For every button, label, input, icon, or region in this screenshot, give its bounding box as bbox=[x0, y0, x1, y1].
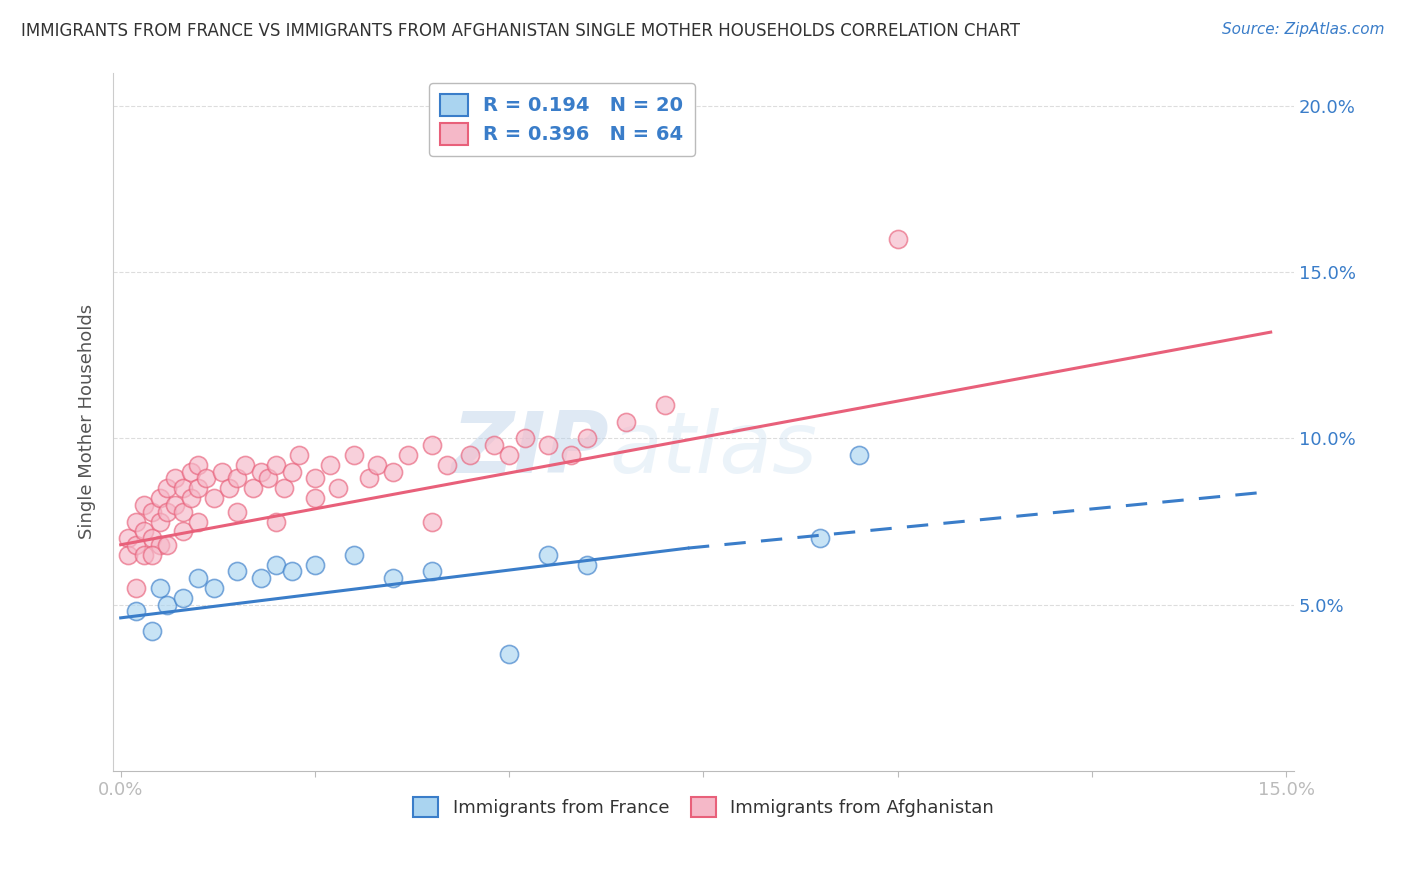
Point bbox=[211, 465, 233, 479]
Point bbox=[304, 471, 326, 485]
Legend: Immigrants from France, Immigrants from Afghanistan: Immigrants from France, Immigrants from … bbox=[405, 790, 1001, 824]
Point bbox=[132, 498, 155, 512]
Point bbox=[226, 471, 249, 485]
Point bbox=[498, 648, 520, 662]
Point bbox=[233, 458, 256, 472]
Point bbox=[264, 515, 287, 529]
Point bbox=[420, 515, 443, 529]
Point bbox=[319, 458, 342, 472]
Point bbox=[141, 531, 163, 545]
Point bbox=[117, 531, 139, 545]
Point bbox=[808, 531, 831, 545]
Point bbox=[218, 481, 240, 495]
Point bbox=[420, 565, 443, 579]
Point bbox=[165, 498, 187, 512]
Point bbox=[575, 432, 598, 446]
Point bbox=[132, 548, 155, 562]
Point bbox=[187, 458, 209, 472]
Point bbox=[560, 448, 582, 462]
Point bbox=[264, 458, 287, 472]
Point bbox=[328, 481, 350, 495]
Point bbox=[125, 538, 148, 552]
Point bbox=[172, 524, 194, 539]
Point bbox=[498, 448, 520, 462]
Point bbox=[537, 438, 560, 452]
Point bbox=[156, 598, 179, 612]
Point bbox=[148, 515, 170, 529]
Point bbox=[148, 491, 170, 506]
Text: atlas: atlas bbox=[609, 409, 817, 491]
Point bbox=[513, 432, 536, 446]
Point bbox=[180, 491, 202, 506]
Text: Source: ZipAtlas.com: Source: ZipAtlas.com bbox=[1222, 22, 1385, 37]
Point bbox=[396, 448, 419, 462]
Point bbox=[242, 481, 264, 495]
Point bbox=[537, 548, 560, 562]
Point bbox=[264, 558, 287, 572]
Point bbox=[148, 538, 170, 552]
Point bbox=[654, 398, 676, 412]
Point bbox=[249, 571, 271, 585]
Y-axis label: Single Mother Households: Single Mother Households bbox=[79, 304, 96, 540]
Point bbox=[141, 548, 163, 562]
Point bbox=[156, 481, 179, 495]
Point bbox=[280, 465, 302, 479]
Point bbox=[273, 481, 295, 495]
Point bbox=[249, 465, 271, 479]
Point bbox=[343, 548, 366, 562]
Point bbox=[288, 448, 311, 462]
Point bbox=[848, 448, 870, 462]
Point bbox=[172, 591, 194, 605]
Point bbox=[125, 581, 148, 595]
Point bbox=[304, 491, 326, 506]
Point bbox=[180, 465, 202, 479]
Point bbox=[141, 624, 163, 639]
Point bbox=[202, 581, 225, 595]
Point bbox=[148, 581, 170, 595]
Point bbox=[226, 504, 249, 518]
Point bbox=[575, 558, 598, 572]
Point bbox=[436, 458, 458, 472]
Point bbox=[172, 481, 194, 495]
Point bbox=[125, 515, 148, 529]
Point bbox=[132, 524, 155, 539]
Text: ZIP: ZIP bbox=[451, 409, 609, 491]
Point bbox=[187, 481, 209, 495]
Point bbox=[195, 471, 218, 485]
Point bbox=[381, 465, 404, 479]
Point bbox=[257, 471, 280, 485]
Point bbox=[343, 448, 366, 462]
Point bbox=[886, 232, 908, 246]
Point bbox=[226, 565, 249, 579]
Point bbox=[304, 558, 326, 572]
Point bbox=[187, 515, 209, 529]
Point bbox=[156, 538, 179, 552]
Point bbox=[614, 415, 637, 429]
Text: IMMIGRANTS FROM FRANCE VS IMMIGRANTS FROM AFGHANISTAN SINGLE MOTHER HOUSEHOLDS C: IMMIGRANTS FROM FRANCE VS IMMIGRANTS FRO… bbox=[21, 22, 1021, 40]
Point bbox=[280, 565, 302, 579]
Point bbox=[117, 548, 139, 562]
Point bbox=[420, 438, 443, 452]
Point bbox=[482, 438, 505, 452]
Point bbox=[156, 504, 179, 518]
Point bbox=[125, 604, 148, 618]
Point bbox=[359, 471, 381, 485]
Point bbox=[172, 504, 194, 518]
Point bbox=[165, 471, 187, 485]
Point bbox=[381, 571, 404, 585]
Point bbox=[460, 448, 482, 462]
Point bbox=[141, 504, 163, 518]
Point bbox=[366, 458, 388, 472]
Point bbox=[187, 571, 209, 585]
Point bbox=[202, 491, 225, 506]
